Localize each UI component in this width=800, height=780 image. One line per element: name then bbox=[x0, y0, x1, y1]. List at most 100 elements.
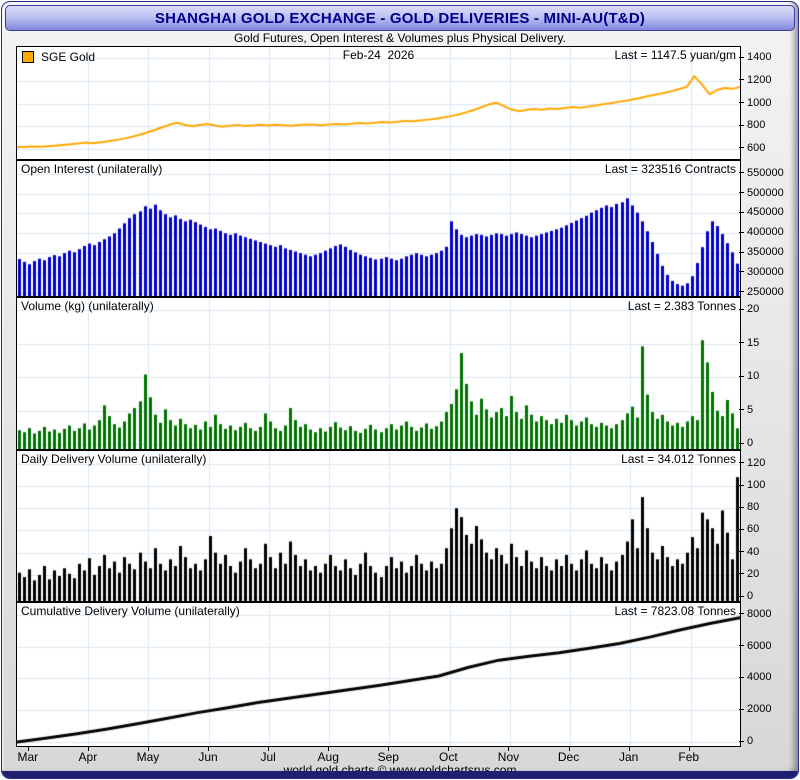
tick-mark bbox=[739, 342, 744, 344]
tick-mark bbox=[739, 172, 744, 174]
open-interest-last-label: Last = 323516 Contracts bbox=[604, 162, 736, 176]
tick-mark bbox=[739, 79, 744, 81]
tick-mark bbox=[739, 102, 744, 104]
sge-gold-legend-swatch bbox=[22, 51, 34, 63]
y-axis-tick: 550000 bbox=[739, 166, 784, 180]
x-axis-tick-mark bbox=[328, 747, 330, 751]
y-axis-tick: 350000 bbox=[739, 245, 784, 259]
y-axis-tick-label: 4000 bbox=[747, 671, 772, 684]
tick-mark bbox=[739, 442, 744, 444]
volume-chart-canvas bbox=[17, 298, 740, 449]
y-axis-tick-label: 15 bbox=[747, 336, 760, 349]
x-axis-label: Oct bbox=[439, 750, 458, 764]
tick-mark bbox=[739, 484, 744, 486]
y-axis-tick: 500000 bbox=[739, 186, 784, 200]
y-axis-tick: 6000 bbox=[739, 639, 771, 653]
tick-mark bbox=[739, 231, 744, 233]
tick-mark bbox=[739, 645, 744, 647]
y-axis-tick-label: 250000 bbox=[747, 285, 784, 298]
y-axis-tick-label: 20 bbox=[747, 303, 760, 316]
cumulative-delivery-panel: Cumulative Delivery Volume (unilaterally… bbox=[17, 603, 740, 746]
y-axis-tick-label: 0 bbox=[747, 437, 754, 450]
x-axis-tick-mark bbox=[388, 747, 390, 751]
y-axis-tick: 1400 bbox=[739, 50, 771, 64]
daily-delivery-panel: Daily Delivery Volume (unilaterally) Las… bbox=[17, 451, 740, 603]
y-axis-tick: 5 bbox=[739, 403, 753, 417]
x-axis-tick-mark bbox=[448, 747, 450, 751]
tick-mark bbox=[739, 192, 744, 194]
y-axis-tick-label: 1200 bbox=[747, 73, 772, 86]
y-axis-tick-label: 400000 bbox=[747, 226, 784, 239]
y-axis-tick: 250000 bbox=[739, 285, 784, 299]
x-axis-label: Jul bbox=[260, 750, 276, 764]
tick-mark bbox=[739, 740, 744, 742]
y-axis-tick: 400000 bbox=[739, 225, 784, 239]
x-axis-tick-mark bbox=[508, 747, 510, 751]
y-axis-tick: 20 bbox=[739, 567, 759, 581]
cumulative-delivery-last-label: Last = 7823.08 Tonnes bbox=[614, 604, 736, 618]
y-axis-tick-label: 6000 bbox=[747, 639, 772, 652]
y-axis-tick-label: 800 bbox=[747, 119, 766, 132]
y-axis-tick-label: 350000 bbox=[747, 246, 784, 259]
tick-mark bbox=[739, 56, 744, 58]
y-axis-tick: 600 bbox=[739, 141, 765, 155]
x-axis-tick-mark bbox=[87, 747, 89, 751]
tick-mark bbox=[739, 308, 744, 310]
tick-mark bbox=[739, 676, 744, 678]
y-axis-tick: 1000 bbox=[739, 96, 771, 110]
y-axis-tick: 300000 bbox=[739, 265, 784, 279]
x-axis-tick-mark bbox=[688, 747, 690, 751]
y-axis-tick-label: 550000 bbox=[747, 166, 784, 179]
tick-mark bbox=[739, 708, 744, 710]
tick-mark bbox=[739, 271, 744, 273]
volume-last-label: Last = 2.383 Tonnes bbox=[627, 299, 736, 313]
tick-mark bbox=[739, 124, 744, 126]
x-axis-label: May bbox=[136, 750, 160, 764]
tick-mark bbox=[739, 551, 744, 553]
y-axis-tick-label: 0 bbox=[747, 735, 754, 748]
y-axis-tick-label: 5 bbox=[747, 403, 754, 416]
daily-delivery-last-label: Last = 34.012 Tonnes bbox=[621, 452, 736, 466]
price-last-label: Last = 1147.5 yuan/gm bbox=[614, 48, 736, 62]
legend-label: SGE Gold bbox=[41, 50, 96, 64]
x-axis-label: Jan bbox=[618, 750, 639, 764]
x-axis-tick-mark bbox=[27, 747, 29, 751]
open-interest-chart-canvas bbox=[17, 161, 740, 296]
title-bar: SHANGHAI GOLD EXCHANGE - GOLD DELIVERIES… bbox=[5, 5, 795, 31]
open-interest-label: Open Interest (unilaterally) bbox=[21, 162, 163, 176]
y-axis-tick: 100 bbox=[739, 478, 765, 492]
y-axis-tick: 10 bbox=[739, 369, 759, 383]
tick-mark bbox=[739, 528, 744, 530]
y-axis-tick-label: 8000 bbox=[747, 607, 772, 620]
y-axis-tick-label: 10 bbox=[747, 370, 760, 383]
daily-delivery-label: Daily Delivery Volume (unilaterally) bbox=[21, 452, 207, 466]
y-axis-tick-label: 100 bbox=[747, 479, 766, 491]
x-axis-tick-mark bbox=[268, 747, 270, 751]
open-interest-panel: Open Interest (unilaterally) Last = 3235… bbox=[17, 161, 740, 298]
y-axis-tick-label: 0 bbox=[747, 590, 754, 603]
x-axis-label: Aug bbox=[317, 750, 339, 764]
tick-mark bbox=[739, 211, 744, 213]
bottom-bar bbox=[2, 771, 798, 778]
price-panel: SGE Gold Feb-24 2026 Last = 1147.5 yuan/… bbox=[17, 47, 740, 161]
y-axis-tick: 80 bbox=[739, 500, 759, 514]
y-axis-tick: 4000 bbox=[739, 670, 771, 684]
cumulative-delivery-label: Cumulative Delivery Volume (unilaterally… bbox=[21, 604, 240, 618]
chart-subtitle: Gold Futures, Open Interest & Volumes pl… bbox=[234, 31, 566, 45]
price-chart-canvas bbox=[17, 47, 740, 159]
legend: SGE Gold bbox=[22, 50, 95, 64]
y-axis-tick-label: 60 bbox=[747, 523, 760, 536]
tick-mark bbox=[739, 291, 744, 293]
tick-mark bbox=[739, 573, 744, 575]
y-axis-tick-label: 1000 bbox=[747, 96, 772, 109]
y-axis-tick-label: 120 bbox=[747, 456, 766, 469]
y-axis-tick-label: 300000 bbox=[747, 265, 784, 278]
y-axis-tick: 60 bbox=[739, 522, 759, 536]
tick-mark bbox=[739, 613, 744, 615]
y-axis-tick-label: 20 bbox=[747, 567, 760, 580]
y-axis-tick: 2000 bbox=[739, 702, 771, 716]
y-axis-tick: 40 bbox=[739, 545, 759, 559]
x-axis-tick-mark bbox=[147, 747, 149, 751]
y-axis-labels: 600 800 1000 1200 1400 250000 300000 350000 4000… bbox=[739, 46, 798, 752]
